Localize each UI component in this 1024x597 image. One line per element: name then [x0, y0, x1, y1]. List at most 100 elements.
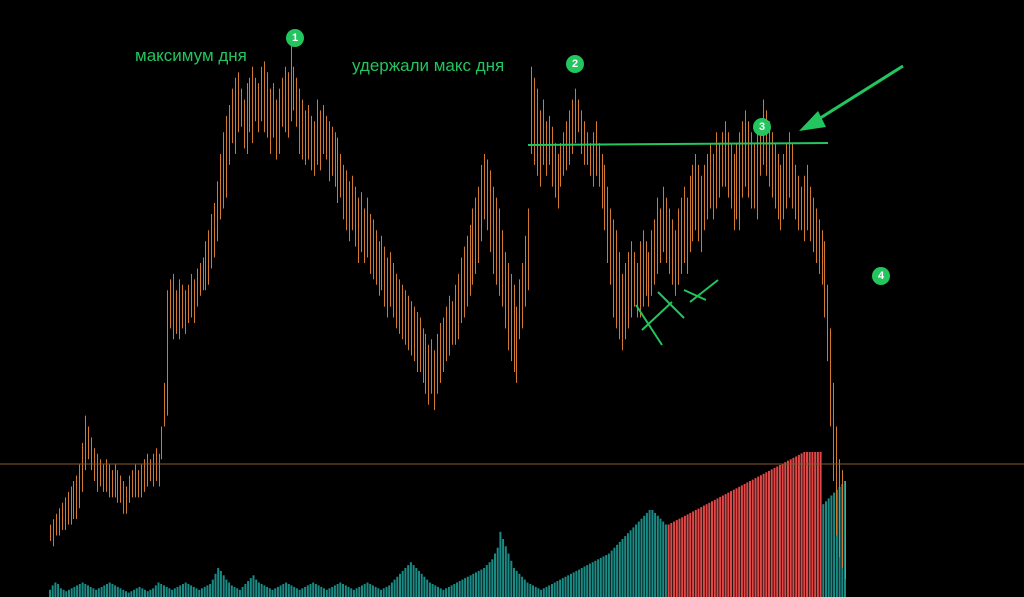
volume-bar-up — [613, 547, 616, 597]
volume-bar-up — [477, 570, 480, 597]
volume-bar-down — [762, 473, 765, 597]
volume-bar-up — [51, 585, 54, 597]
volume-bar-up — [515, 570, 518, 597]
volume-bar-up — [420, 573, 423, 597]
volume-bar-up — [209, 584, 212, 597]
volume-bar-up — [374, 586, 377, 597]
volume-bar-up — [629, 530, 632, 597]
volume-bar-up — [168, 588, 171, 597]
volume-bar-up — [198, 589, 201, 597]
volume-bar-up — [412, 565, 415, 597]
volume-bar-up — [369, 584, 372, 597]
volume-bar-up — [114, 585, 117, 597]
volume-bar-up — [648, 510, 651, 597]
volume-bar-down — [683, 515, 686, 597]
volume-bar-up — [352, 589, 355, 597]
volume-bar-down — [732, 489, 735, 597]
volume-bar-up — [165, 586, 168, 597]
volume-bar-up — [396, 576, 399, 597]
volume-bar-up — [431, 584, 434, 597]
volume-bar-up — [602, 556, 605, 597]
volume-bar-up — [532, 585, 534, 597]
volume-bar-up — [228, 582, 231, 597]
volume-bar-up — [157, 582, 160, 597]
volume-bar-up — [518, 573, 521, 597]
volume-bar-up — [366, 582, 369, 597]
volume-bar-down — [719, 496, 722, 597]
volume-bar-up — [504, 546, 507, 597]
volume-bar-up — [358, 586, 361, 597]
volume-bar-up — [260, 584, 263, 597]
resistance-trendline — [527, 142, 829, 146]
volume-bar-up — [472, 573, 475, 597]
volume-bar-up — [464, 578, 467, 597]
volume-bar-up — [542, 588, 545, 597]
volume-bar-up — [551, 584, 553, 597]
volume-bar-up — [513, 568, 515, 597]
volume-bar-up — [111, 584, 114, 597]
volume-bar-up — [200, 588, 203, 597]
cross-marks — [635, 279, 719, 346]
volume-bar-up — [78, 584, 81, 597]
volume-bar-up — [548, 585, 551, 597]
volume-bar-up — [453, 584, 456, 597]
volume-bar-up — [618, 541, 621, 597]
volume-bar-up — [241, 586, 244, 597]
volume-bar-up — [192, 586, 195, 597]
volume-bar-up — [154, 585, 157, 597]
volume-bar-up — [171, 589, 174, 597]
volume-bar-up — [97, 588, 100, 597]
volume-bar-up — [664, 524, 667, 597]
volume-bar-up — [626, 533, 629, 597]
volume-bar-down — [702, 505, 705, 597]
volume-bar-up — [119, 588, 122, 597]
volume-bar-up — [182, 584, 184, 597]
volume-bar-up — [654, 512, 657, 597]
volume-bar-up — [298, 589, 301, 597]
volume-bar-down — [697, 508, 700, 597]
volume-bar-up — [317, 585, 320, 597]
volume-bar-down — [738, 486, 741, 597]
volume-bar-down — [808, 452, 811, 597]
volume-bar-up — [632, 527, 635, 597]
volume-bar-up — [588, 563, 591, 597]
volume-bar-up — [461, 579, 464, 597]
volume-bar-up — [73, 586, 76, 597]
volume-bar-down — [768, 470, 770, 597]
volume-bar-up — [350, 588, 353, 597]
volume-bar-up — [214, 573, 217, 597]
volume-bar-up — [76, 585, 79, 597]
volume-bar-up — [173, 588, 176, 597]
annotation-4-badge — [872, 267, 890, 285]
volume-bar-up — [371, 585, 374, 597]
volume-bar-up — [160, 584, 163, 597]
volume-bar-up — [344, 585, 347, 597]
volume-bar-down — [675, 520, 678, 597]
annotation-2-badge — [566, 55, 584, 73]
volume-bar-up — [567, 575, 570, 597]
volume-bar-up — [659, 518, 662, 597]
volume-bar-up — [537, 588, 540, 597]
volume-bar-down — [789, 459, 792, 597]
annotation-2-text: удержали макс дня — [352, 56, 504, 75]
annotation-2: удержали макс дня 2 — [352, 55, 584, 75]
annotation-4-label: 4 — [878, 270, 885, 282]
volume-bar-up — [127, 592, 130, 597]
annotation-1-badge — [286, 29, 304, 47]
volume-bar-up — [388, 585, 391, 597]
volume-bar-down — [776, 466, 779, 597]
pointer-arrow — [799, 64, 904, 131]
volume-bar-down — [716, 498, 719, 597]
volume-bar-up — [597, 559, 600, 597]
volume-bar-up — [70, 588, 73, 597]
annotation-3-label: 3 — [759, 121, 765, 133]
volume-bar-down — [803, 452, 806, 597]
volume-bar-up — [621, 539, 624, 597]
volume-bar-up — [285, 582, 288, 597]
volume-bar-up — [469, 575, 472, 597]
volume-bar-up — [304, 586, 307, 597]
annotation-1-label: 1 — [292, 32, 298, 44]
volume-bar-down — [751, 479, 754, 597]
volume-bar-up — [426, 579, 429, 597]
annotation-4: 4 — [872, 267, 890, 285]
